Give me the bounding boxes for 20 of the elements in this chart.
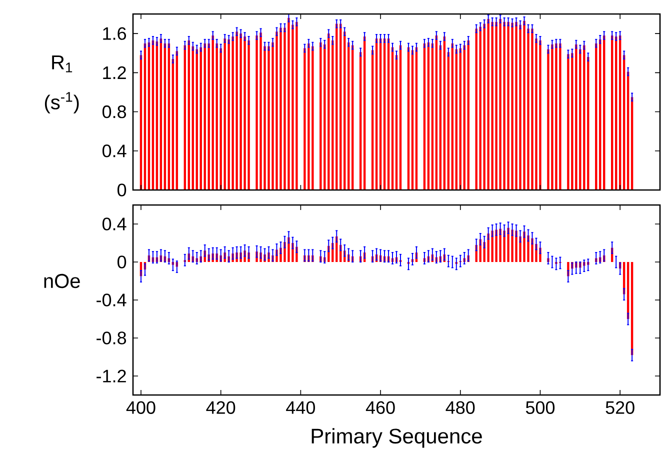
y-tick-label: 0.8 bbox=[102, 105, 126, 118]
y-axis-title: nOe bbox=[44, 274, 80, 288]
y-tick-label: 1.6 bbox=[103, 27, 126, 40]
x-tick-label: 500 bbox=[526, 401, 555, 414]
y-tick-label: -0.4 bbox=[96, 294, 126, 306]
x-tick-label: 440 bbox=[286, 401, 315, 414]
y-tick-label: -0.8 bbox=[96, 332, 126, 344]
x-tick-label: 520 bbox=[606, 401, 634, 414]
y-tick-label: 0 bbox=[117, 256, 126, 268]
x-tick-label: 420 bbox=[206, 401, 236, 414]
y-tick-label: 0.4 bbox=[102, 218, 126, 230]
text: R$_{1}$ (s$^{-1}$) bbox=[44, 55, 79, 114]
y-tick-label: 1.2 bbox=[103, 66, 126, 79]
y-tick-label: 0 bbox=[117, 184, 126, 196]
x-tick-label: 460 bbox=[366, 401, 395, 414]
y-tick-label: 0.4 bbox=[102, 144, 126, 158]
x-axis-title: Primary Sequence bbox=[312, 428, 482, 448]
y-tick-label: -1.2 bbox=[96, 370, 126, 382]
x-tick-label: 400 bbox=[126, 401, 156, 414]
x-tick-label: 480 bbox=[446, 401, 475, 414]
